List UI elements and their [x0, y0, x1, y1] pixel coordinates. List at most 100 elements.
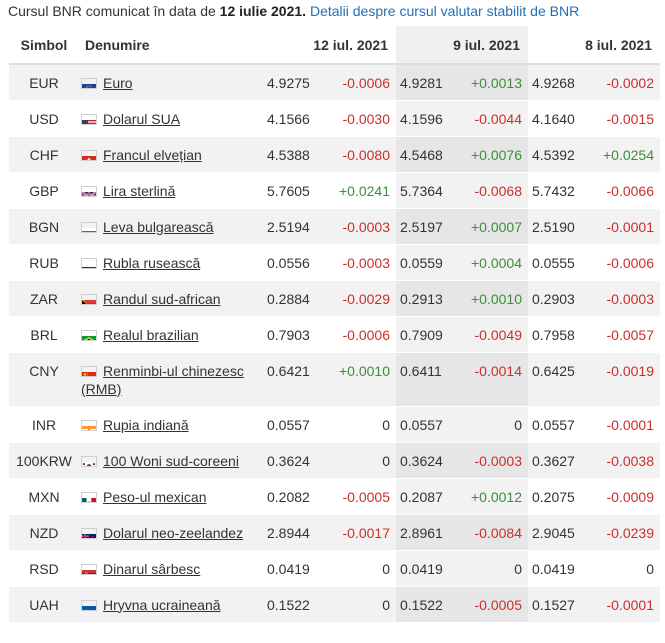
currency-name-link[interactable]: Realul brazilian	[103, 326, 199, 343]
rate-value-date3: 0.2903	[528, 280, 594, 317]
rate-change-date2: -0.0014	[462, 352, 528, 407]
rate-change-date1: 0	[331, 550, 396, 587]
rate-value-date3: 4.9268	[528, 64, 594, 101]
currency-symbol: UAH	[9, 586, 79, 623]
rate-value-date3: 0.0419	[528, 550, 594, 587]
rate-value-date1: 2.8944	[263, 514, 331, 551]
currency-symbol: BGN	[9, 208, 79, 245]
eu-flag-icon	[81, 78, 97, 89]
currency-symbol: NZD	[9, 514, 79, 551]
header-date-2: 9 iul. 2021	[396, 26, 528, 65]
header-name: Denumire	[79, 26, 263, 65]
rate-row-zar: ZAR Randul sud-african 0.2884 -0.0029 0.2913…	[9, 280, 660, 317]
rate-change-date3: -0.0002	[594, 64, 660, 101]
rate-value-date3: 5.7432	[528, 172, 594, 209]
currency-name-link[interactable]: Dolarul neo-zeelandez	[103, 524, 244, 541]
rate-change-date3: -0.0038	[594, 442, 660, 479]
rate-change-date2: -0.0049	[462, 316, 528, 353]
rate-value-date1: 0.0556	[263, 244, 331, 281]
currency-name-cell: Realul brazilian	[79, 316, 263, 353]
rate-value-date2: 2.5197	[396, 208, 462, 245]
bnr-details-link[interactable]: Detalii despre cursul valutar stabilit d…	[309, 3, 580, 19]
rate-change-date1: -0.0006	[331, 316, 396, 353]
currency-name-cell: Rupia indiană	[79, 406, 263, 443]
currency-name-cell: Dolarul neo-zeelandez	[79, 514, 263, 551]
rate-value-date3: 0.2075	[528, 478, 594, 515]
currency-symbol: EUR	[9, 64, 79, 101]
currency-name-link[interactable]: 100 Woni sud-coreeni	[103, 452, 239, 469]
rate-row-usd: USD Dolarul SUA 4.1566 -0.0030 4.1596 -0.0044…	[9, 100, 660, 137]
currency-name-link[interactable]: Peso-ul mexican	[103, 488, 207, 505]
rate-value-date2: 0.0557	[396, 406, 462, 443]
rate-value-date2: 0.6411	[396, 352, 462, 407]
rate-value-date2: 0.2087	[396, 478, 462, 515]
rate-row-brl: BRL Realul brazilian 0.7903 -0.0006 0.7909 -0…	[9, 316, 660, 353]
rate-change-date3: -0.0019	[594, 352, 660, 407]
rate-value-date3: 2.9045	[528, 514, 594, 551]
rate-change-date2: +0.0004	[462, 244, 528, 281]
rate-change-date1: -0.0017	[331, 514, 396, 551]
rate-value-date2: 2.8961	[396, 514, 462, 551]
rate-value-date3: 0.0557	[528, 406, 594, 443]
currency-name-link[interactable]: Hryvna ucraineană	[103, 596, 221, 613]
rate-value-date3: 0.0555	[528, 244, 594, 281]
rate-change-date3: -0.0239	[594, 514, 660, 551]
caption-date: 12 iulie 2021.	[219, 3, 307, 19]
rate-change-date3: -0.0006	[594, 244, 660, 281]
rate-change-date2: +0.0012	[462, 478, 528, 515]
currency-name-link[interactable]: Francul elvețian	[103, 146, 202, 163]
currency-symbol: GBP	[9, 172, 79, 209]
currency-name-cell: Renminbi-ul chinezesc (RMB)	[79, 352, 263, 407]
cn-flag-icon	[81, 365, 97, 377]
rate-row-bgn: BGN Leva bulgarească 2.5194 -0.0003 2.5197 +0…	[9, 208, 660, 245]
rate-change-date3: 0	[594, 550, 660, 587]
currency-name-cell: 100 Woni sud-coreeni	[79, 442, 263, 479]
currency-name-link[interactable]: Rubla rusească	[103, 254, 201, 271]
rate-value-date1: 4.9275	[263, 64, 331, 101]
rate-value-date1: 0.2884	[263, 280, 331, 317]
rate-change-date1: -0.0003	[331, 244, 396, 281]
rate-change-date3: -0.0057	[594, 316, 660, 353]
currency-name-link[interactable]: Randul sud-african	[103, 290, 221, 307]
rate-value-date1: 0.2082	[263, 478, 331, 515]
currency-name-link[interactable]: Rupia indiană	[103, 416, 189, 433]
rate-change-date1: +0.0241	[331, 172, 396, 209]
rate-value-date2: 4.5468	[396, 136, 462, 173]
table-header-row: Simbol Denumire 12 iul. 2021 9 iul. 2021…	[9, 26, 660, 65]
rate-value-date2: 0.1522	[396, 586, 462, 623]
currency-name-link[interactable]: Dinarul sârbesc	[103, 560, 201, 577]
rate-row-rsd: RSD Dinarul sârbesc 0.0419 0 0.0419 0 0.0419 0	[9, 550, 660, 587]
rate-value-date2: 0.7909	[396, 316, 462, 353]
rate-value-date3: 4.5392	[528, 136, 594, 173]
currency-name-cell: Lira sterlină	[79, 172, 263, 209]
rate-value-date2: 4.1596	[396, 100, 462, 137]
rate-row-eur: EUR Euro 4.9275 -0.0006 4.9281 +0.0013 4.9268-…	[9, 64, 660, 101]
currency-name-link[interactable]: Leva bulgarească	[103, 218, 214, 235]
rate-value-date2: 5.7364	[396, 172, 462, 209]
currency-symbol: 100KRW	[9, 442, 79, 479]
currency-name-link[interactable]: Dolarul SUA	[103, 110, 181, 127]
currency-name-link[interactable]: Lira sterlină	[103, 182, 176, 199]
rate-change-date2: +0.0013	[462, 64, 528, 101]
rate-row-rub: RUB Rubla rusească 0.0556 -0.0003 0.0559 +0.0…	[9, 244, 660, 281]
currency-name-cell: Francul elvețian	[79, 136, 263, 173]
currency-symbol: CNY	[9, 352, 79, 407]
rs-flag-icon	[81, 563, 97, 575]
rate-value-date1: 2.5194	[263, 208, 331, 245]
rate-change-date3: -0.0001	[594, 208, 660, 245]
currency-symbol: BRL	[9, 316, 79, 353]
rate-value-date2: 4.9281	[396, 64, 462, 101]
in-flag-icon	[81, 419, 97, 431]
currency-name-link[interactable]: Euro	[103, 75, 133, 91]
currency-symbol: RUB	[9, 244, 79, 281]
header-date-1: 12 iul. 2021	[263, 26, 396, 65]
rate-value-date1: 0.1522	[263, 586, 331, 623]
currency-name-link[interactable]: Renminbi-ul chinezesc (RMB)	[81, 362, 244, 397]
rate-change-date1: -0.0005	[331, 478, 396, 515]
rate-change-date1: 0	[331, 586, 396, 623]
rate-value-date2: 0.2913	[396, 280, 462, 317]
currency-symbol: ZAR	[9, 280, 79, 317]
rate-value-date2: 0.3624	[396, 442, 462, 479]
rate-change-date2: +0.0010	[462, 280, 528, 317]
gb-flag-icon	[81, 185, 97, 197]
